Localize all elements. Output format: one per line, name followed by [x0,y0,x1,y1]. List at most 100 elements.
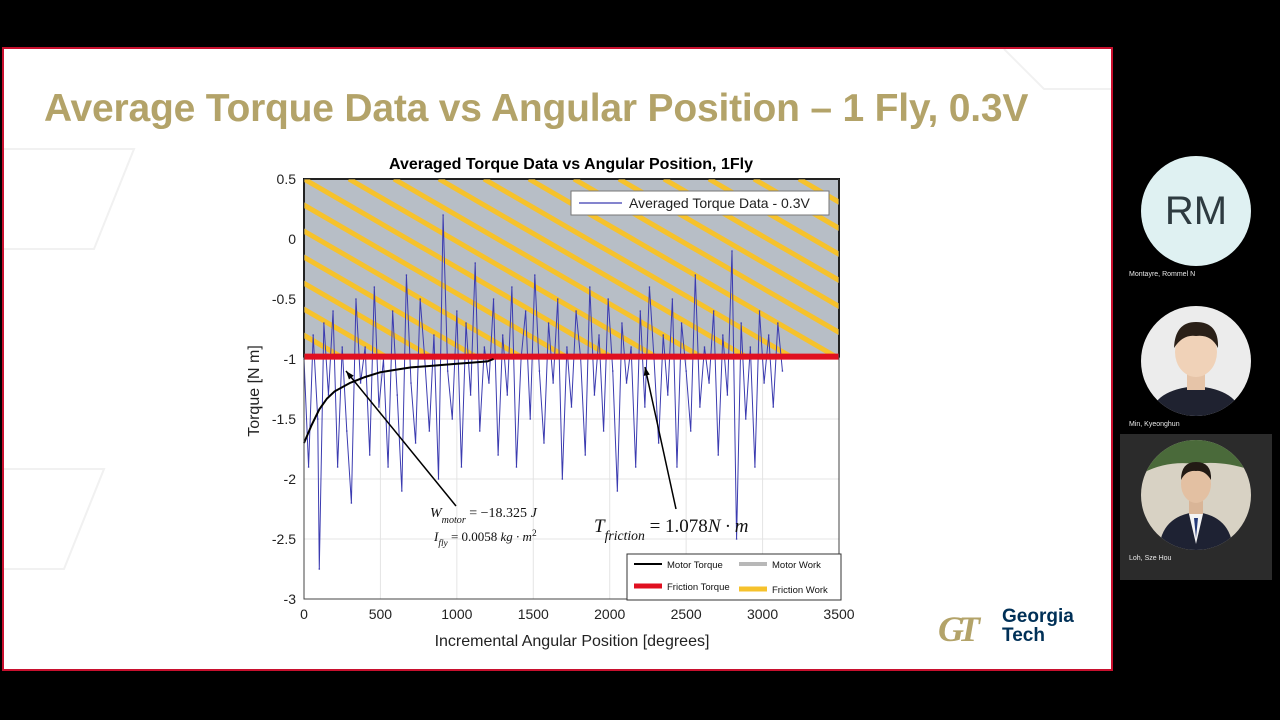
x-tick-label: 2000 [594,606,625,622]
avatar-photo [1141,306,1251,416]
torque-data-point [726,394,729,396]
torque-data-point [446,370,449,372]
torque-data-point [722,334,724,336]
torque-data-point [401,490,403,492]
torque-data-point [336,466,339,468]
torque-data-point [731,250,733,252]
participant-name: Min, Kyeonghun [1129,421,1180,428]
torque-data-point [332,310,334,312]
averaged-torque-line [303,214,783,570]
torque-data-point [662,334,665,336]
torque-data-point [676,466,678,468]
friction-work-hatch-line [304,179,616,357]
x-tick-label: 0 [300,606,308,622]
torque-data-point [469,394,472,396]
friction-work-hatch-line [797,179,839,206]
friction-work-hatch-line [304,202,571,357]
friction-work-hatch-line [304,228,526,357]
legend-label: Motor Torque [667,560,723,571]
torque-data-point [359,382,362,384]
torque-data-point [639,310,642,312]
torque-data-point [777,322,779,324]
torque-data-point [616,490,619,492]
motor-torque-line [303,358,494,444]
torque-data-point [428,430,431,432]
x-tick-label: 1000 [441,606,472,622]
legend-top-label: Averaged Torque Data - 0.3V [629,195,810,211]
torque-chart: Averaged Torque Data vs Angular Position… [246,156,1113,650]
torque-data-point [625,382,628,384]
y-tick-label: -0.5 [272,291,296,307]
torque-data-point [312,334,314,336]
annotation-arrow [644,366,677,510]
person-photo-icon [1141,306,1251,416]
gt-wordmark-line1: Georgia [1002,606,1074,627]
presentation-slide: Average Torque Data vs Angular Position … [2,47,1113,671]
georgia-tech-logo: GT Georgia Tech [938,605,1083,655]
x-axis-label: Incremental Angular Position [degrees] [435,633,710,650]
participant-tile-min[interactable]: Min, Kyeonghun [1120,300,1272,446]
gt-monogram: GT [938,609,980,649]
torque-data-point [368,454,371,456]
annotation-t-friction: Tfriction = 1.078N · m [594,516,748,543]
torque-data-point [316,418,319,420]
torque-data-point [708,382,710,384]
torque-data-point [552,382,554,384]
torque-data-point [781,370,784,372]
torque-data-point [511,286,513,288]
participant-name: Montayre, Rommel N [1129,271,1196,278]
hatch-group [304,179,1113,399]
torque-data-point [437,478,440,480]
friction-work-hatch-line [889,179,1113,399]
friction-work-hatch-line [527,179,839,357]
axes [303,178,840,600]
torque-data-point [740,322,742,324]
torque-data-point [763,382,765,384]
torque-data-point [717,454,720,456]
torque-data-point [478,430,481,432]
person-photo-icon [1141,440,1251,550]
torque-data-point [744,418,747,420]
torque-data-point [419,298,421,300]
torque-data-point [405,274,408,276]
friction-work-hatch-line [437,179,751,357]
torque-data-point [772,406,775,408]
torque-data-point [350,502,353,504]
x-tick-label: 3000 [747,606,778,622]
annotation-arrow [345,370,457,507]
torque-data-point [630,346,632,348]
torque-data-point [529,418,532,420]
y-tick-label: -1 [284,351,297,367]
torque-data-point [634,466,637,468]
annotation-w-motor: Wmotor = −18.325 J [430,506,538,526]
slide-title: Average Torque Data vs Angular Position … [44,87,1029,130]
legend-bottom-box [626,553,842,601]
legend-bottom: Motor Torque Motor Work Friction Torque Fri… [626,553,842,601]
y-tick-label: 0 [288,231,296,247]
torque-data-point [488,382,490,384]
x-tick-label: 3500 [823,606,854,622]
torque-data-point [373,286,376,288]
torque-data-point [570,406,573,408]
torque-data-point [767,334,770,336]
friction-work-hatch-line [752,179,839,232]
chart-title: Averaged Torque Data vs Angular Position… [389,156,753,173]
participant-tile-montayre[interactable]: RM Montayre, Rommel N [1120,150,1272,296]
gt-wordmark: Georgia Tech [1002,607,1074,645]
annotation-i-fly: Ifly = 0.0058 kg · m2 [433,529,537,549]
annotations: Wmotor = −18.325 J Ifly = 0.0058 kg · m2 T… [345,366,748,549]
torque-data-point [556,298,559,300]
avatar: RM [1141,156,1251,266]
torque-data-point [611,370,614,372]
torque-data-point [735,538,738,540]
torque-data-point [307,466,310,468]
torque-data-point [492,298,495,300]
torque-data-point [410,382,412,384]
gt-wordmark-line2: Tech [1002,625,1045,646]
legend-label: Friction Torque [667,582,730,593]
torque-data-point [607,298,609,300]
torque-data-point [621,322,623,324]
y-tick-label: -2.5 [272,531,296,547]
friction-work-hatch-line [572,179,839,336]
participant-tile-loh[interactable]: Loh, Sze Hou [1120,434,1272,580]
